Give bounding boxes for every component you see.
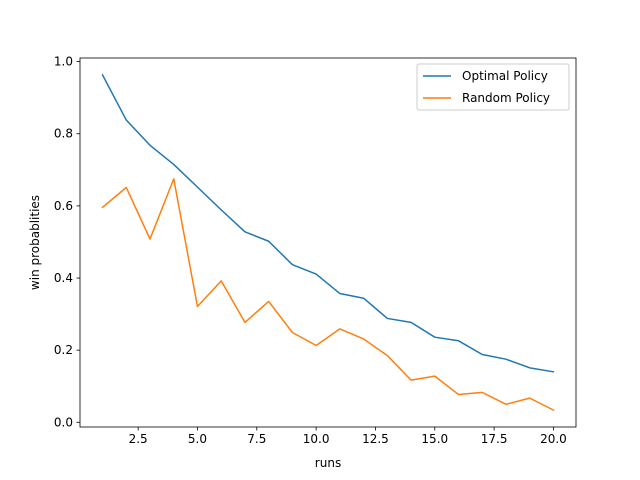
y-tick-label: 0.6 — [54, 199, 73, 213]
legend-box — [416, 63, 570, 111]
plot-frame — [79, 57, 577, 428]
series-line-0 — [101, 73, 555, 373]
y-axis-label: win probablities — [28, 195, 42, 290]
y-tick-label: 0.2 — [54, 343, 73, 357]
y-tick-label: 0.4 — [54, 271, 73, 285]
x-tick-label: 20.0 — [540, 432, 567, 446]
legend: Optimal Policy Random Policy — [416, 63, 570, 111]
series-line-1 — [101, 178, 555, 412]
x-tick-label: 2.5 — [129, 432, 148, 446]
y-tick-label: 0.0 — [54, 415, 73, 429]
x-tick-label: 7.5 — [247, 432, 266, 446]
x-axis-label: runs — [315, 456, 341, 470]
legend-label-random-policy: Random Policy — [462, 91, 550, 105]
x-axis-ticks: 2.5 5.0 7.5 10.0 12.5 15.0 17.5 20.0 — [129, 427, 567, 446]
y-axis-ticks: 0.0 0.2 0.4 0.6 0.8 1.0 — [54, 55, 80, 429]
x-tick-label: 12.5 — [362, 432, 389, 446]
y-tick-label: 0.8 — [54, 127, 73, 141]
series-layer — [101, 73, 555, 412]
x-tick-label: 15.0 — [421, 432, 448, 446]
x-tick-label: 10.0 — [303, 432, 330, 446]
y-tick-label: 1.0 — [54, 55, 73, 69]
legend-label-optimal-policy: Optimal Policy — [462, 69, 548, 83]
x-tick-label: 17.5 — [481, 432, 508, 446]
x-tick-label: 5.0 — [188, 432, 207, 446]
